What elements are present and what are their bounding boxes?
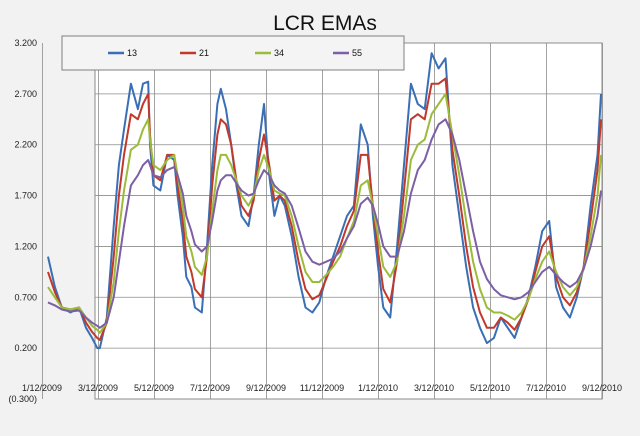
legend-label-55: 55 (352, 48, 362, 58)
y-tick-label: 2.700 (14, 89, 37, 99)
x-tick-label: 3/12/2010 (414, 383, 454, 393)
x-tick-label: 5/12/2010 (470, 383, 510, 393)
y-axis-tick-labels: 3.200 2.700 2.200 1.700 1.200 0.700 0.200 (0.30… (8, 38, 37, 404)
chart-title: LCR EMAs (273, 12, 377, 35)
y-tick-label: 0.700 (14, 292, 37, 302)
y-tick-label: (0.300) (8, 394, 37, 404)
series-line-34 (47, 92, 602, 334)
gridlines (42, 42, 603, 400)
series-line-55 (47, 118, 602, 329)
legend-label-21: 21 (199, 48, 209, 58)
x-tick-label: 5/12/2009 (134, 383, 174, 393)
y-tick-label: 0.200 (14, 343, 37, 353)
series-layer (47, 52, 602, 350)
legend-label-34: 34 (274, 48, 284, 58)
y-tick-label: 1.700 (14, 191, 37, 201)
x-tick-label: 9/12/2009 (246, 383, 286, 393)
x-axis-tick-labels: 1/12/2009 3/12/2009 5/12/2009 7/12/2009 9/12… (22, 383, 622, 393)
x-tick-label: 3/12/2009 (78, 383, 118, 393)
x-tick-label: 9/12/2010 (582, 383, 622, 393)
x-tick-label: 1/12/2010 (358, 383, 398, 393)
x-tick-label: 7/12/2010 (526, 383, 566, 393)
x-tick-label: 11/12/2009 (300, 383, 344, 393)
y-tick-label: 1.200 (14, 241, 37, 251)
y-tick-label: 3.200 (14, 38, 37, 48)
y-tick-label: 2.200 (14, 140, 37, 150)
x-tick-label: 7/12/2009 (190, 383, 230, 393)
x-tick-label: 1/12/2009 (22, 383, 62, 393)
legend: 13 21 34 55 (61, 35, 405, 71)
legend-label-13: 13 (127, 48, 137, 58)
series-line-21 (47, 77, 602, 341)
